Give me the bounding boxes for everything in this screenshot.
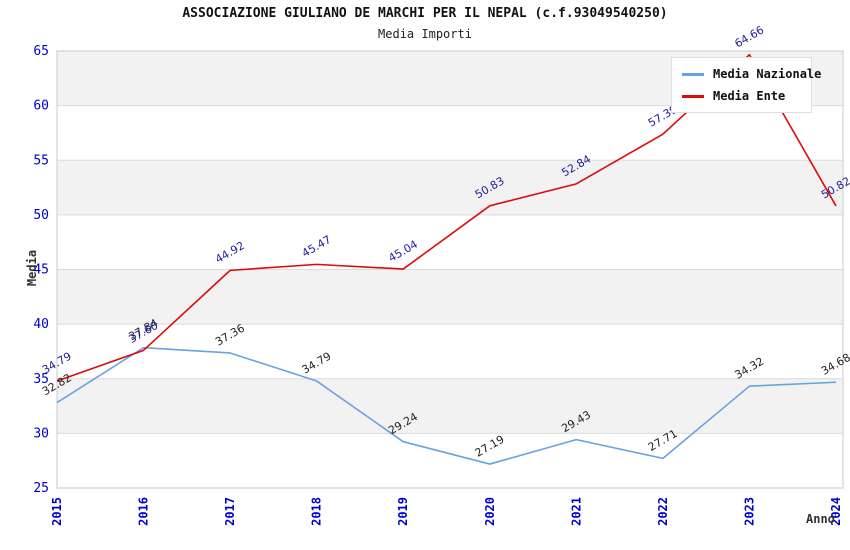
page-title: ASSOCIAZIONE GIULIANO DE MARCHI PER IL N… [182, 6, 668, 21]
plot-border [56, 50, 844, 489]
y-tick-label: 55 [33, 153, 49, 168]
chart-subtitle: Media Importi [378, 27, 472, 41]
plot-band [57, 105, 843, 161]
y-tick-label: 45 [33, 263, 49, 278]
y-tick-label: 60 [33, 99, 49, 114]
x-tick-label: 2022 [656, 497, 670, 526]
legend-item-media-nazionale: Media Nazionale [682, 67, 821, 81]
x-tick-label: 2024 [829, 497, 843, 526]
legend-line-icon [682, 94, 704, 98]
x-tick-label: 2019 [396, 497, 410, 526]
series-line-media-nazionale [56, 346, 837, 465]
y-tick-label: 30 [33, 426, 49, 441]
y-tick-label: 35 [33, 372, 49, 387]
y-tick-label: 50 [33, 208, 49, 223]
x-tick-label: 2023 [742, 497, 756, 526]
data-label-media-ente: 64.66 [732, 23, 766, 50]
legend-line-icon [682, 72, 704, 76]
legend: Media Nazionale Media Ente [671, 57, 821, 113]
y-tick-label: 25 [33, 481, 49, 496]
plot-band [57, 324, 843, 379]
y-tick-label: 40 [33, 317, 49, 332]
legend-item-label: Media Ente [713, 89, 786, 103]
x-tick-label: 2021 [569, 497, 583, 526]
legend-item-label: Media Nazionale [713, 67, 822, 81]
x-axis-title: Anno [806, 512, 835, 526]
x-tick-label: 2016 [137, 497, 151, 526]
plot-band [57, 433, 843, 488]
legend-item-media-ente: Media Ente [682, 89, 801, 103]
plot-band [57, 269, 843, 325]
plot-band [57, 214, 843, 270]
y-axis-title: Media [25, 249, 39, 287]
x-tick-label: 2018 [310, 497, 324, 526]
y-tick-label: 65 [33, 44, 49, 59]
x-tick-label: 2020 [483, 497, 497, 526]
plot-band [57, 160, 843, 215]
plot-band [57, 378, 843, 434]
x-tick-label: 2015 [50, 497, 64, 526]
x-tick-label: 2017 [223, 497, 237, 526]
